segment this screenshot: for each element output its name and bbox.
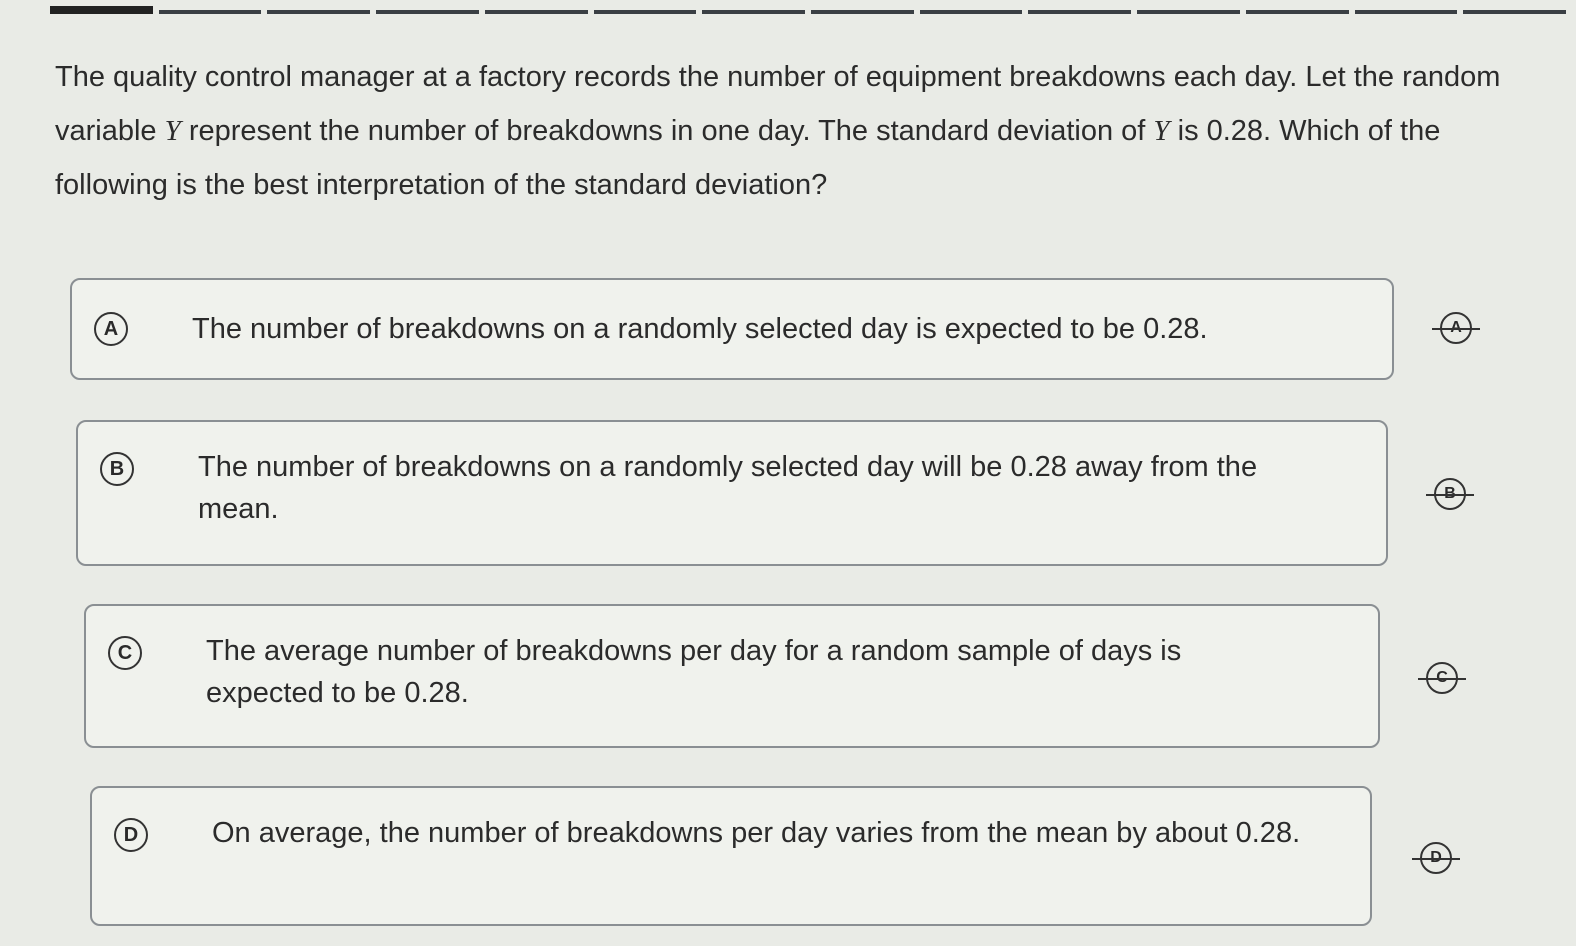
choice-d[interactable]: D On average, the number of breakdowns p… xyxy=(90,786,1372,926)
progress-segment[interactable] xyxy=(267,10,371,14)
choice-text: On average, the number of breakdowns per… xyxy=(212,817,1301,849)
choice-letter-c: C xyxy=(108,636,142,670)
progress-segment[interactable] xyxy=(811,10,914,14)
progress-segment[interactable] xyxy=(1463,10,1567,14)
progress-segment[interactable] xyxy=(919,10,1023,14)
progress-segment[interactable] xyxy=(702,10,806,14)
choice-c[interactable]: C The average number of breakdowns per d… xyxy=(84,604,1380,748)
eliminate-d-button[interactable]: D xyxy=(1412,842,1460,874)
choice-text: The number of breakdowns on a randomly s… xyxy=(198,451,1258,525)
choice-text: The average number of breakdowns per day… xyxy=(206,635,1182,709)
eliminate-c-button[interactable]: C xyxy=(1418,662,1466,694)
choice-letter-a: A xyxy=(94,312,128,346)
question-stem: The quality control manager at a factory… xyxy=(55,61,1501,201)
choice-b[interactable]: B The number of breakdowns on a randomly… xyxy=(76,420,1388,566)
progress-segment[interactable] xyxy=(484,10,588,14)
choice-a[interactable]: A The number of breakdowns on a randomly… xyxy=(70,278,1394,380)
eliminate-a-button[interactable]: A xyxy=(1432,312,1480,344)
choice-letter-b: B xyxy=(100,452,134,486)
eliminate-b-button[interactable]: B xyxy=(1426,478,1474,510)
question-progress-bar xyxy=(50,6,1567,16)
choice-text: The number of breakdowns on a randomly s… xyxy=(192,313,1208,345)
progress-segment[interactable] xyxy=(376,10,479,14)
choice-letter-d: D xyxy=(114,818,148,852)
progress-segment[interactable] xyxy=(1354,10,1458,14)
progress-segment[interactable] xyxy=(1028,10,1132,14)
variable-y: Y xyxy=(164,115,181,147)
progress-segment[interactable] xyxy=(158,10,262,14)
progress-segment[interactable] xyxy=(1137,10,1240,14)
variable-y: Y xyxy=(1153,115,1170,147)
progress-segment[interactable] xyxy=(593,10,697,14)
progress-segment[interactable] xyxy=(50,6,153,14)
progress-segment[interactable] xyxy=(1245,10,1349,14)
